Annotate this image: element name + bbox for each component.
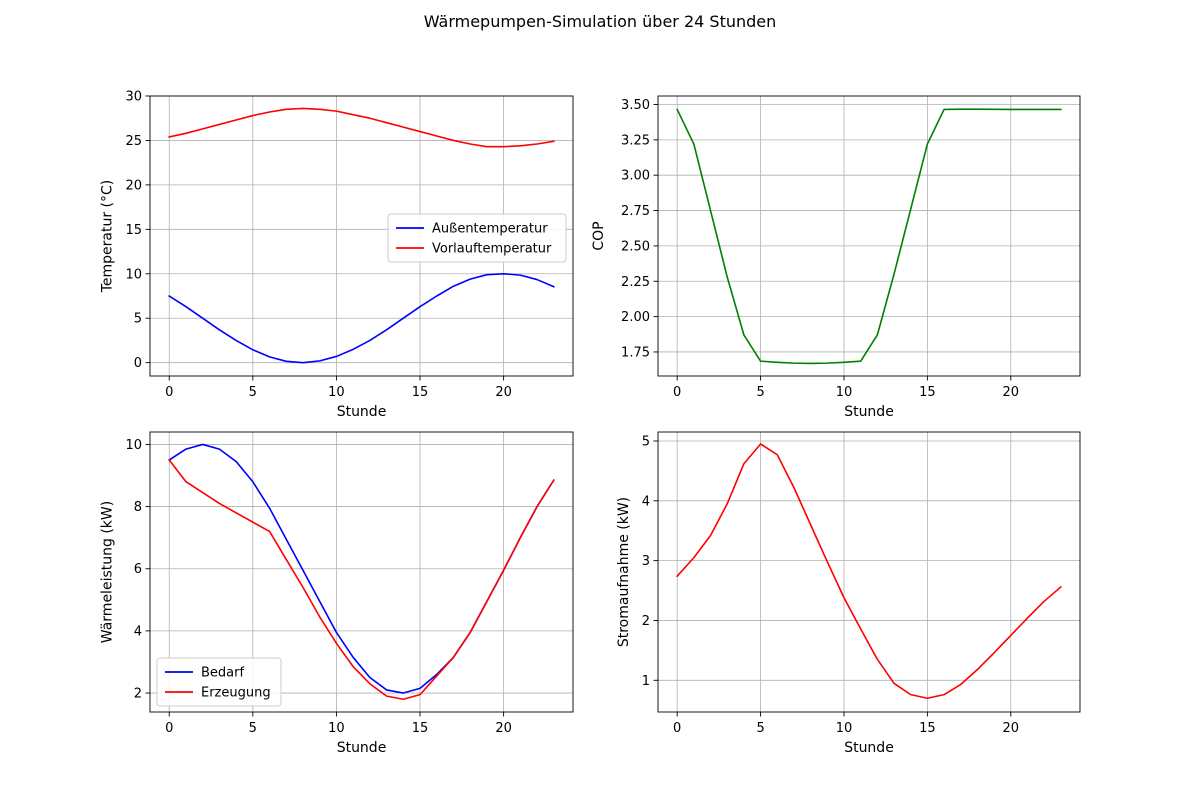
series-line-vorlauftemperatur xyxy=(168,107,555,148)
x-tick-label: 5 xyxy=(249,721,257,736)
y-tick-label: 20 xyxy=(125,178,142,193)
legend-label: Vorlauftemperatur xyxy=(432,242,552,257)
legend-label: Erzeugung xyxy=(201,686,271,701)
y-tick-label: 2 xyxy=(642,614,650,629)
x-tick-label: 5 xyxy=(756,721,764,736)
series-line-series-0 xyxy=(676,108,1062,365)
x-tick-label: 15 xyxy=(412,385,429,400)
x-tick-label: 15 xyxy=(412,721,429,736)
y-tick-label: 4 xyxy=(642,494,650,509)
x-tick-label: 5 xyxy=(756,385,764,400)
x-tick-label: 0 xyxy=(165,385,173,400)
subplot-heat-output: 0 5 10 15 20 2 4 6 8 10 Stunde Wärmeleistung (kW) Be… xyxy=(100,431,574,756)
series-line-außentemperatur xyxy=(168,272,555,364)
x-tick-label: 20 xyxy=(495,721,512,736)
legend-label: Bedarf xyxy=(201,666,244,681)
series-line-erzeugung xyxy=(168,458,555,701)
x-tick-label: 10 xyxy=(836,385,853,400)
y-axis-label: Wärmeleistung (kW) xyxy=(100,501,116,643)
x-tick-label: 15 xyxy=(919,385,936,400)
x-axis-label: Stunde xyxy=(337,740,387,756)
x-tick-label: 5 xyxy=(249,385,257,400)
x-axis-label: Stunde xyxy=(337,404,387,420)
y-tick-label: 2.00 xyxy=(621,310,650,325)
x-tick-label: 20 xyxy=(1003,385,1020,400)
axes-frame xyxy=(657,95,1081,377)
x-tick-label: 0 xyxy=(673,385,681,400)
legend-label: Außentemperatur xyxy=(432,222,548,237)
x-tick-label: 20 xyxy=(495,385,512,400)
axes-frame xyxy=(657,431,1081,713)
legend: Außentemperatur Vorlauftemperatur xyxy=(387,213,567,263)
x-axis-label: Stunde xyxy=(844,740,894,756)
y-tick-label: 25 xyxy=(125,134,142,149)
plot-area xyxy=(658,432,1080,712)
subplot-cop: 0 5 10 15 20 1.75 2.00 2.25 2.50 2.75 3.00 3.25 3.50… xyxy=(591,95,1081,420)
y-tick-label: 2 xyxy=(134,687,142,702)
x-tick-label: 0 xyxy=(165,721,173,736)
figure-title: Wärmepumpen-Simulation über 24 Stunden xyxy=(424,12,777,31)
y-tick-label: 6 xyxy=(134,562,142,577)
plot-area xyxy=(658,96,1080,376)
y-tick-label: 10 xyxy=(125,267,142,282)
y-tick-label: 2.50 xyxy=(621,239,650,254)
axes-frame xyxy=(149,431,574,713)
y-tick-label: 5 xyxy=(642,434,650,449)
y-tick-label: 15 xyxy=(125,223,142,238)
y-tick-label: 2.75 xyxy=(621,204,650,219)
y-tick-label: 10 xyxy=(125,438,142,453)
y-tick-label: 0 xyxy=(134,356,142,371)
x-tick-label: 20 xyxy=(1003,721,1020,736)
axes-frame xyxy=(149,95,574,377)
y-tick-label: 3.00 xyxy=(621,169,650,184)
y-axis-label: Stromaufnahme (kW) xyxy=(616,497,632,647)
legend: Bedarf Erzeugung xyxy=(156,657,282,707)
y-tick-label: 5 xyxy=(134,312,142,327)
subplot-power-consumption: 0 5 10 15 20 1 2 3 4 5 Stunde Stromaufnahme (kW) xyxy=(616,431,1081,756)
legend-box xyxy=(387,213,567,263)
x-tick-label: 10 xyxy=(328,721,345,736)
series-line-series-0 xyxy=(676,443,1062,700)
legend-box xyxy=(156,657,282,707)
y-tick-label: 8 xyxy=(134,500,142,515)
x-tick-label: 10 xyxy=(328,385,345,400)
y-tick-label: 30 xyxy=(125,90,142,105)
y-tick-label: 2.25 xyxy=(621,275,650,290)
subplot-temperature: 0 5 10 15 20 0 5 10 15 20 25 30 Stunde Temperatur (°C… xyxy=(100,90,574,420)
x-tick-label: 0 xyxy=(673,721,681,736)
y-axis-label: Temperatur (°C) xyxy=(100,180,116,294)
y-tick-label: 4 xyxy=(134,624,142,639)
y-tick-label: 3 xyxy=(642,554,650,569)
x-tick-label: 10 xyxy=(836,721,853,736)
x-tick-label: 15 xyxy=(919,721,936,736)
y-tick-label: 3.50 xyxy=(621,98,650,113)
x-axis-label: Stunde xyxy=(844,404,894,420)
y-tick-label: 1 xyxy=(642,674,650,689)
y-axis-label: COP xyxy=(591,221,607,250)
y-tick-label: 1.75 xyxy=(621,345,650,360)
y-tick-label: 3.25 xyxy=(621,133,650,148)
